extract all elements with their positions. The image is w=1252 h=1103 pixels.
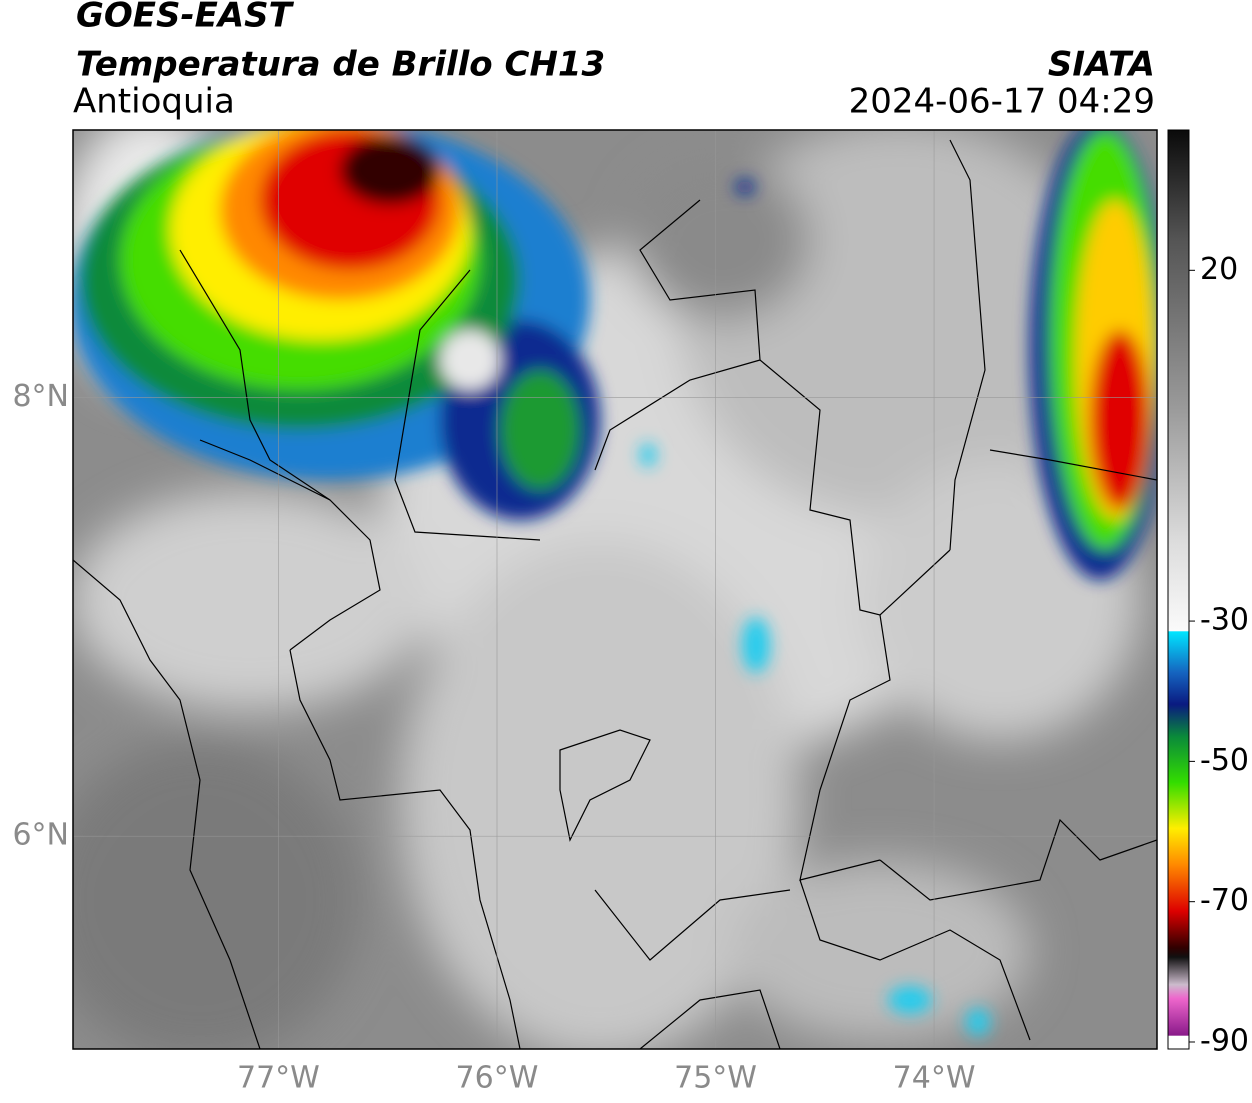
colorbar-tick-label: -70 [1200,883,1249,918]
lon-tick-label: 77°W [237,1061,320,1096]
lon-tick-label: 76°W [456,1061,539,1096]
lon-tick-label: 74°W [893,1061,976,1096]
colorbar-tick-label: -30 [1200,603,1249,638]
lat-tick-label: 6°N [12,818,69,853]
graticule [73,130,1157,1049]
region-label: Antioquia [73,82,235,122]
colorbar-tick-label: -50 [1200,743,1249,778]
datetime-label: 2024-06-17 04:29 [849,82,1155,122]
satellite-title: GOES-EAST [76,0,295,36]
axis-ticks: 77°W 76°W 75°W 74°W 8°N 6°N 20 -30 -50 -70 -90 [12,252,1249,1096]
colorbar-tick-label: -90 [1200,1023,1249,1058]
colorbar-tick-label: 20 [1200,252,1238,287]
organization-label: SIATA [1048,45,1155,85]
product-title: Temperatura de Brillo CH13 [76,45,605,85]
colorbar [1167,129,1190,1050]
lat-tick-label: 8°N [12,379,69,414]
lon-tick-label: 75°W [674,1061,757,1096]
map-frame [72,129,1158,1050]
satellite-image [73,130,1157,1049]
